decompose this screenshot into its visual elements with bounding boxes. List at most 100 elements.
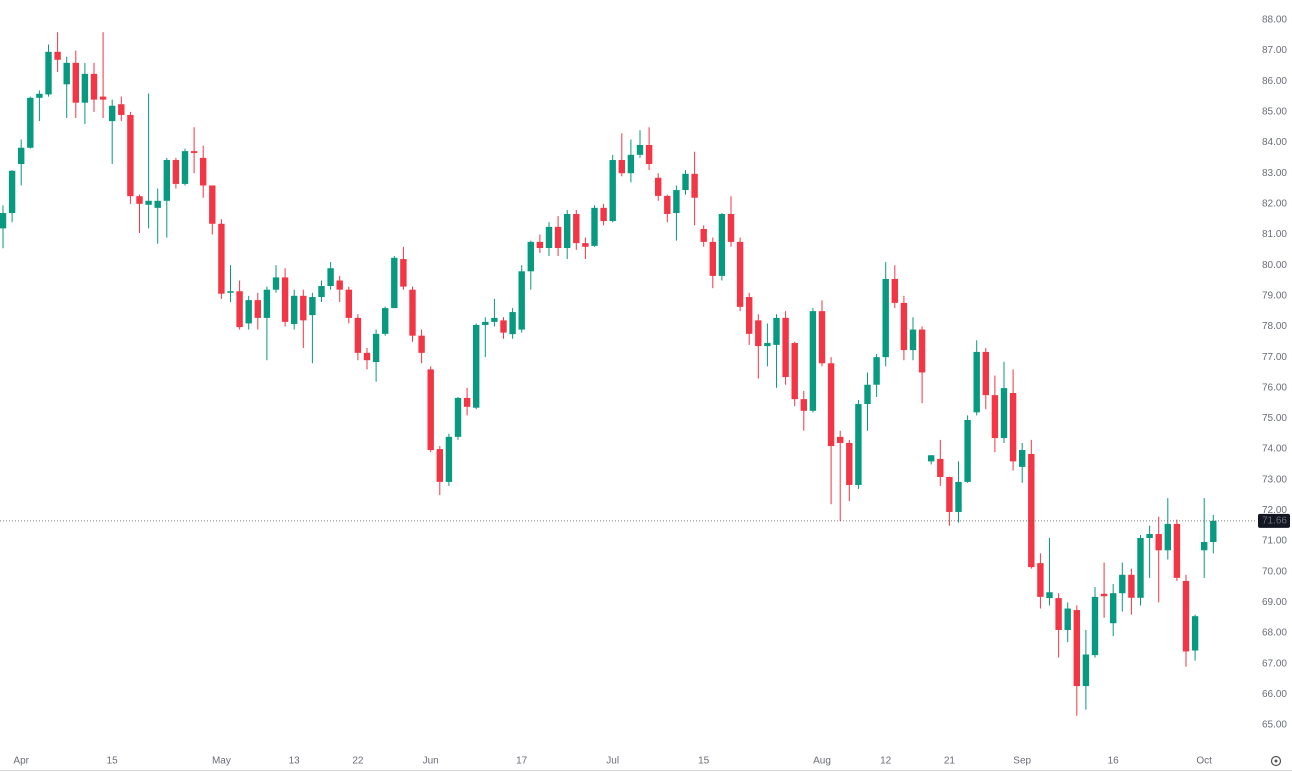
candle-body <box>773 317 780 345</box>
y-tick-label: 72.00 <box>1262 505 1287 516</box>
candle-body <box>473 324 480 408</box>
candle-body <box>99 96 107 100</box>
candle-body <box>928 455 935 462</box>
candle-body <box>800 399 807 411</box>
candle-body <box>664 195 671 214</box>
candle-body <box>882 278 889 358</box>
candle-body <box>1064 608 1071 630</box>
candle-body <box>54 51 61 60</box>
candle-body <box>1100 593 1108 597</box>
candle-body <box>136 196 143 204</box>
candle-body <box>400 259 407 287</box>
last-price-box <box>1258 513 1290 528</box>
candle-body <box>1028 454 1035 568</box>
candle-body <box>382 308 389 334</box>
y-tick-label: 68.00 <box>1262 628 1287 639</box>
y-tick-label: 71.00 <box>1262 536 1287 547</box>
x-tick-label: 17 <box>516 756 528 767</box>
y-tick-label: 84.00 <box>1262 137 1287 148</box>
candle-body <box>1073 610 1080 687</box>
candle-body <box>937 458 944 478</box>
candle-body <box>263 289 271 318</box>
candle-body <box>846 442 853 485</box>
candle-body <box>946 477 953 512</box>
candle-body <box>709 241 716 276</box>
candle-body <box>72 62 79 103</box>
candle-body <box>418 335 425 353</box>
x-tick-label: Jun <box>423 756 439 767</box>
candle-body <box>673 190 680 214</box>
candle-body <box>564 213 571 249</box>
candle-body <box>145 200 152 205</box>
candle-body <box>300 295 307 321</box>
candle-body <box>200 157 207 186</box>
candle-body <box>1182 580 1190 652</box>
x-tick-label: 15 <box>698 756 710 767</box>
candle-body <box>645 145 653 165</box>
last-price-label: 71.66 <box>1262 515 1287 526</box>
candle-body <box>127 114 134 197</box>
candle-body <box>45 51 52 95</box>
settings-ring <box>1270 755 1282 767</box>
candle-body <box>454 397 462 437</box>
x-tick-label: May <box>212 756 231 767</box>
candle-body <box>172 160 180 184</box>
candle-body <box>1082 654 1090 687</box>
y-tick-label: 80.00 <box>1262 260 1287 271</box>
x-tick-label: Apr <box>13 756 29 767</box>
candle-body <box>391 257 398 309</box>
candle-body <box>109 105 116 122</box>
candle-body <box>636 145 644 155</box>
candle-body <box>181 151 189 184</box>
candle-body <box>0 213 7 229</box>
candle-body <box>190 151 198 153</box>
y-tick-label: 69.00 <box>1262 597 1287 608</box>
y-tick-label: 79.00 <box>1262 290 1287 301</box>
candle-body <box>318 286 325 298</box>
candle-body <box>718 213 726 276</box>
y-tick-label: 74.00 <box>1262 444 1287 455</box>
candle-body <box>1210 520 1217 542</box>
candle-body <box>482 321 489 325</box>
candle-body <box>1037 563 1044 597</box>
y-tick-label: 77.00 <box>1262 352 1287 363</box>
candle-body <box>600 207 607 222</box>
x-tick-label: 16 <box>1108 756 1120 767</box>
candle-body <box>245 300 252 324</box>
candle-body <box>518 271 525 330</box>
candle-body <box>700 228 707 242</box>
candle-body <box>955 481 962 512</box>
candle-body <box>909 329 917 351</box>
candle-body <box>509 312 516 335</box>
candle-body <box>891 278 898 303</box>
candle-body <box>163 160 170 201</box>
candle-body <box>536 241 544 249</box>
candle-body <box>591 207 598 246</box>
candle-body <box>427 369 434 451</box>
candle-body <box>791 343 798 400</box>
candle-body <box>1000 388 1008 439</box>
x-tick-label: 12 <box>880 756 892 767</box>
candle-body <box>491 317 498 322</box>
candle-body <box>81 73 89 103</box>
candle-body <box>1164 523 1171 551</box>
y-tick-label: 73.00 <box>1262 474 1287 485</box>
y-tick-label: 67.00 <box>1262 658 1287 669</box>
y-tick-label: 83.00 <box>1262 168 1287 179</box>
candle-body <box>918 329 926 373</box>
candle-body <box>755 320 762 347</box>
x-tick-label: Oct <box>1196 756 1212 767</box>
candle-body <box>973 351 980 413</box>
candle-body <box>36 93 43 98</box>
candle-body <box>873 357 880 385</box>
x-tick-label: 21 <box>944 756 956 767</box>
candle-body <box>573 213 580 244</box>
candle-body <box>363 352 371 361</box>
y-tick-label: 70.00 <box>1262 566 1287 577</box>
settings-icon[interactable] <box>1270 755 1282 767</box>
candle-body <box>827 363 835 447</box>
candle-body <box>236 291 243 328</box>
candle-body <box>809 311 817 411</box>
candle-body <box>554 226 562 249</box>
candle-body <box>90 73 98 100</box>
